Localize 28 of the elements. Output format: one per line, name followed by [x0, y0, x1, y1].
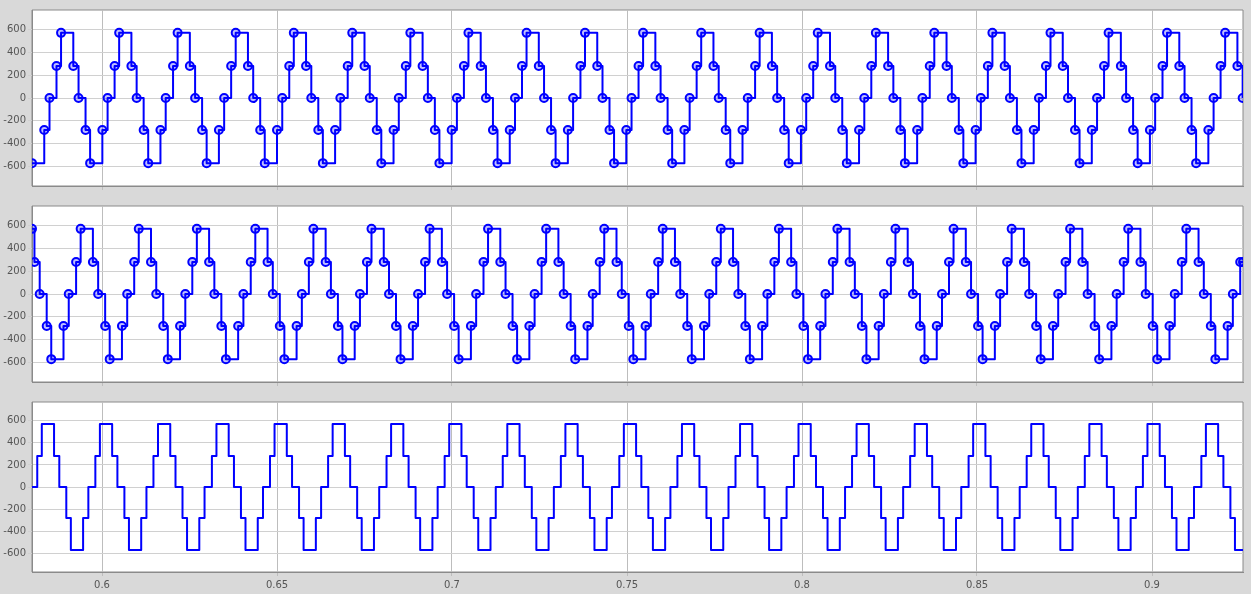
y-tick-label: 0 [19, 91, 26, 103]
y-tick-label: 0 [19, 287, 26, 299]
y-tick-label: 400 [6, 436, 26, 448]
y-tick-label: 600 [6, 219, 26, 231]
y-tick-label: -400 [3, 524, 26, 536]
y-tick-label: 0 [19, 480, 26, 492]
x-tick-label: 0.85 [965, 578, 989, 590]
y-tick-label: 400 [6, 45, 26, 57]
x-tick-label: 0.8 [794, 578, 810, 590]
y-tick-label: -200 [3, 114, 26, 126]
y-tick-label: -600 [3, 160, 26, 172]
y-tick-label: 200 [6, 458, 26, 470]
y-tick-label: 200 [6, 68, 26, 80]
y-tick-label: -200 [3, 310, 26, 322]
y-tick-label: -400 [3, 137, 26, 149]
y-tick-label: 200 [6, 264, 26, 276]
y-tick-label: -200 [3, 502, 26, 514]
x-tick-label: 0.65 [265, 578, 289, 590]
x-tick-label: 0.7 [444, 578, 460, 590]
y-tick-label: -600 [3, 546, 26, 558]
x-tick-label: 0.9 [1144, 578, 1160, 590]
y-tick-label: -600 [3, 356, 26, 368]
y-tick-label: 600 [6, 414, 26, 426]
x-tick-label: 0.75 [615, 578, 639, 590]
y-tick-label: -400 [3, 333, 26, 345]
x-tick-label: 0.6 [94, 578, 110, 590]
y-tick-label: 600 [6, 23, 26, 35]
y-tick-label: 400 [6, 241, 26, 253]
